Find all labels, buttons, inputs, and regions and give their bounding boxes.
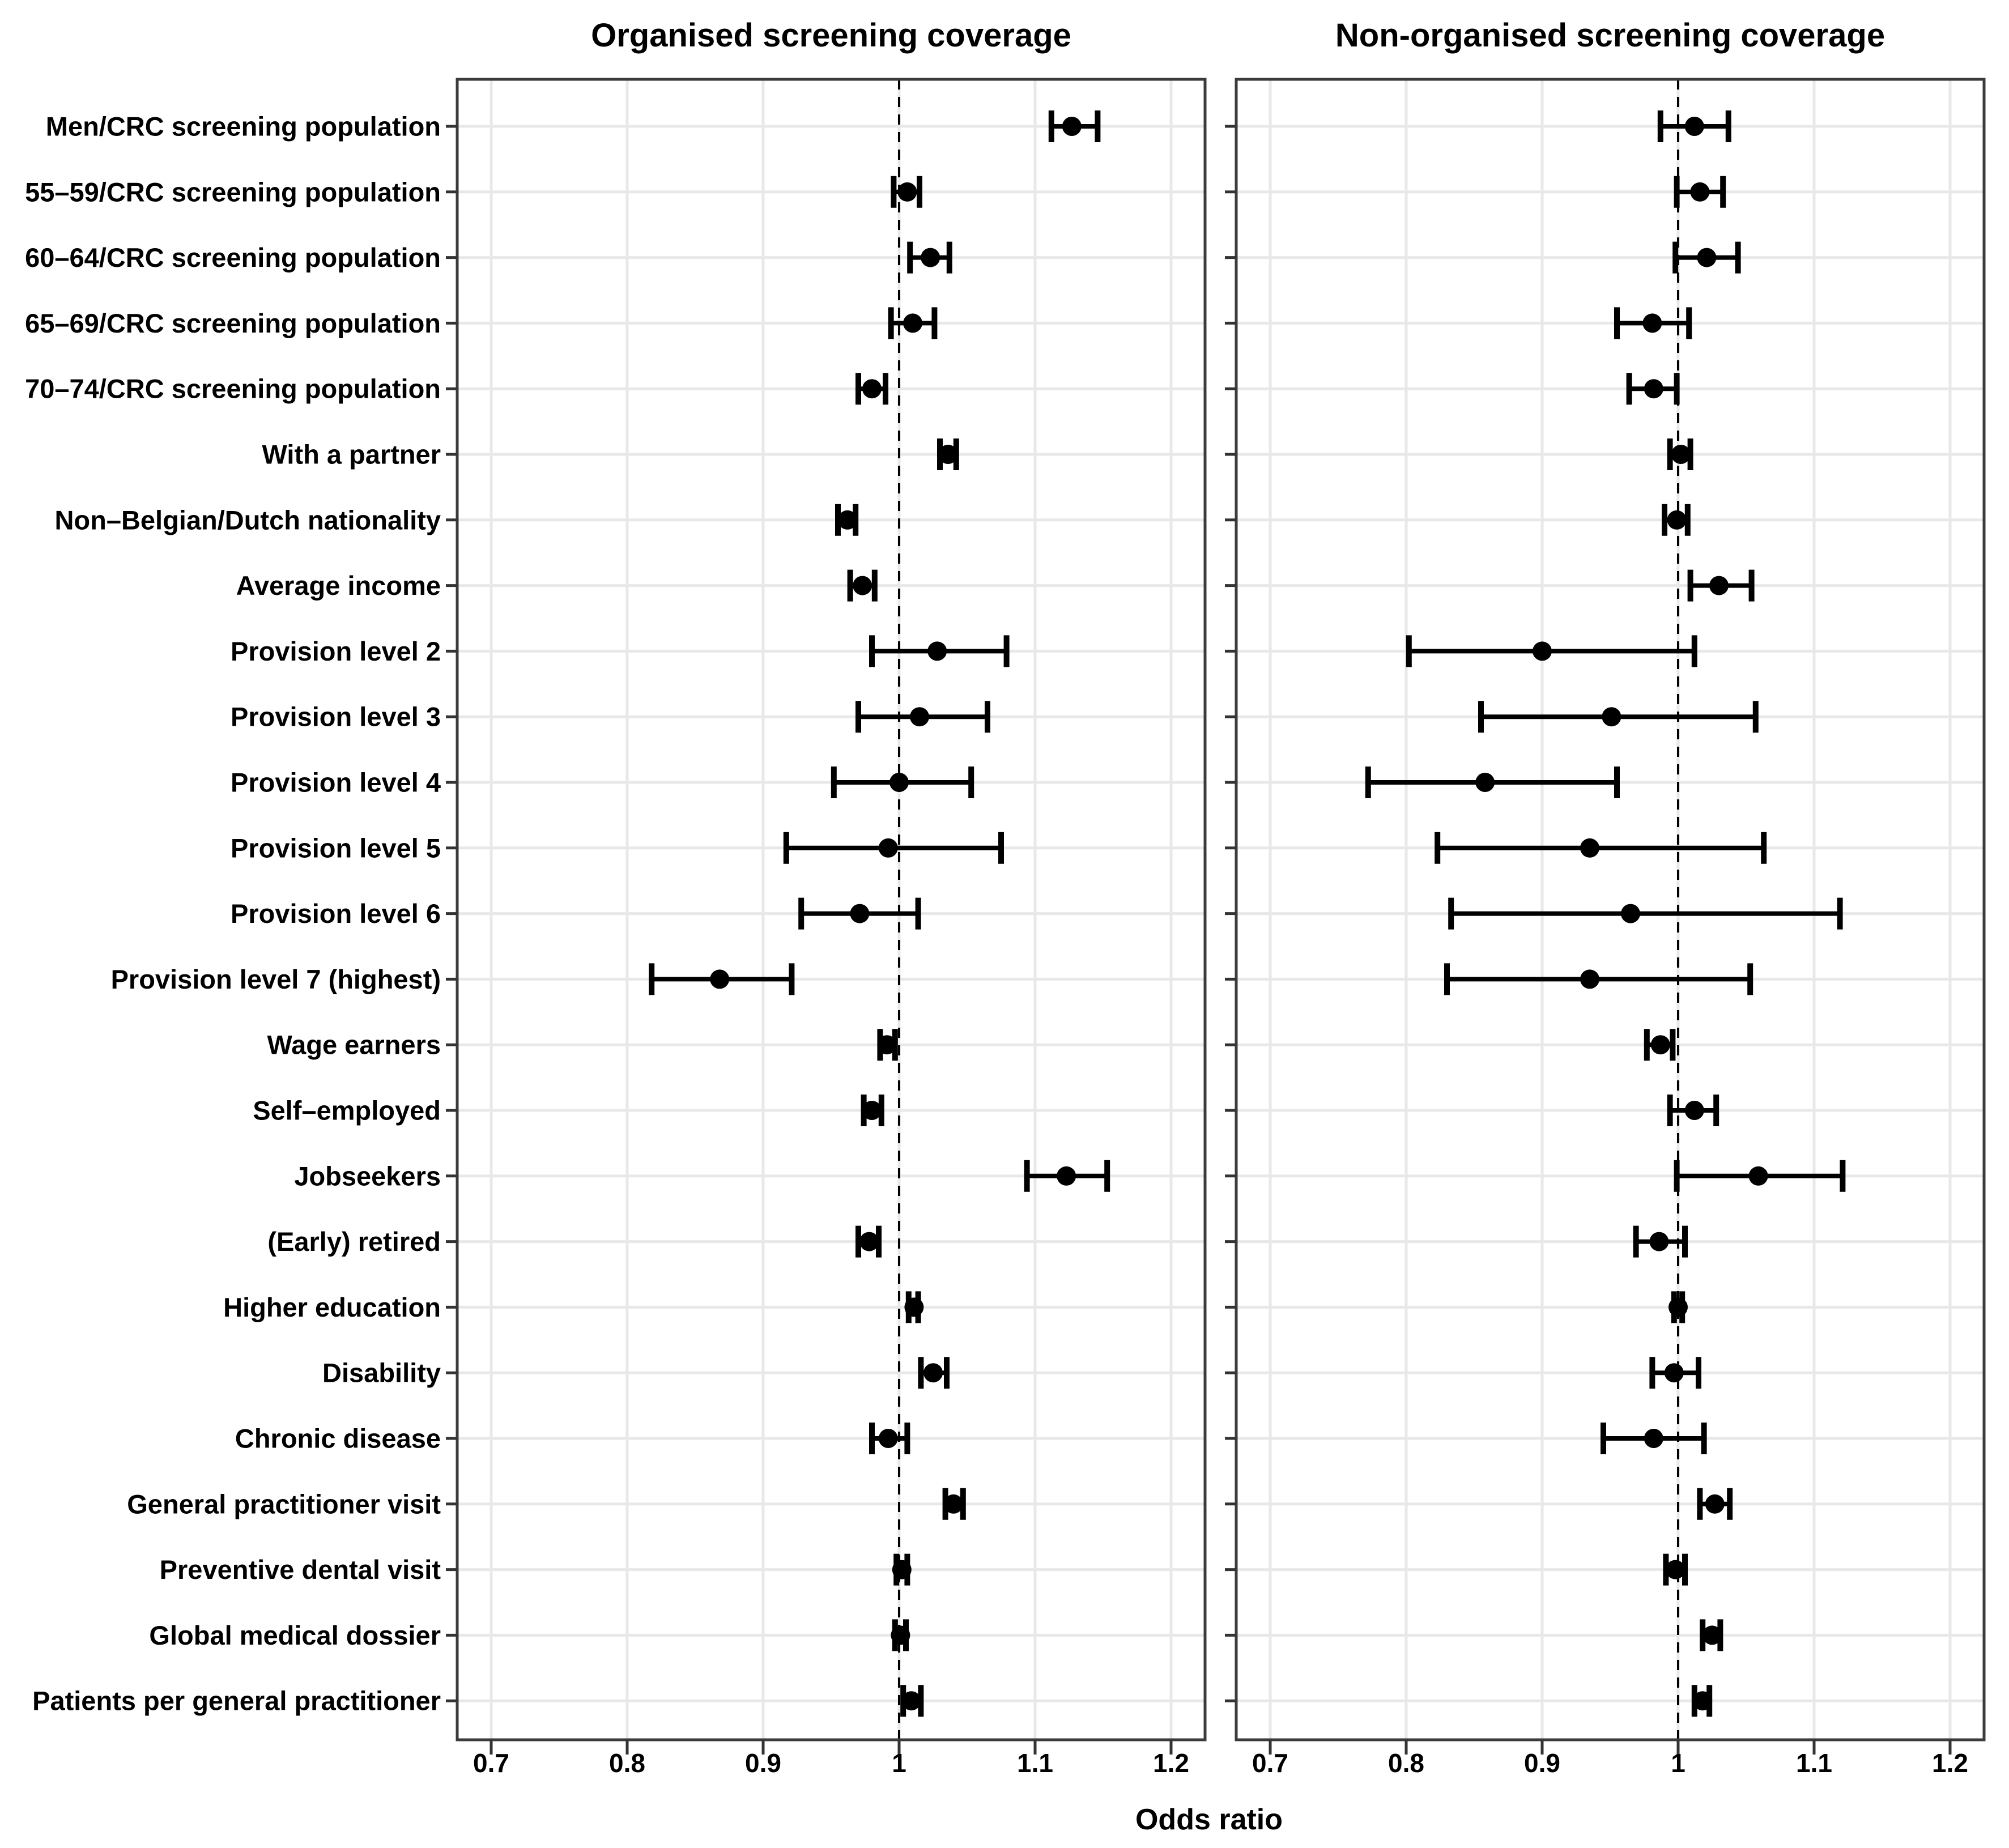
or-point <box>903 313 922 333</box>
or-point <box>877 1035 897 1055</box>
row-label: Non–Belgian/Dutch nationality <box>54 505 441 535</box>
or-point <box>892 1560 912 1579</box>
row-label: Provision level 4 <box>231 767 441 797</box>
x-tick-label: 0.8 <box>1388 1748 1424 1778</box>
or-point <box>891 1625 910 1645</box>
x-tick-label: 1.2 <box>1932 1748 1968 1778</box>
row-label: Global medical dossier <box>149 1620 441 1650</box>
row-label: 60–64/CRC screening population <box>25 242 441 272</box>
or-point <box>938 445 958 464</box>
or-point <box>1062 117 1082 136</box>
or-point <box>853 576 872 595</box>
or-point <box>1684 117 1704 136</box>
row-label: Chronic disease <box>235 1423 441 1453</box>
or-point <box>862 379 882 399</box>
or-point <box>910 707 929 727</box>
or-point <box>837 510 857 530</box>
or-point <box>1748 1166 1768 1186</box>
row-label: Jobseekers <box>294 1161 441 1191</box>
or-point <box>1057 1166 1076 1186</box>
row-label: General practitioner visit <box>127 1489 441 1519</box>
x-tick-label: 1 <box>892 1748 906 1778</box>
or-point <box>1650 1035 1670 1055</box>
or-point <box>1580 838 1599 858</box>
or-point <box>1644 379 1663 399</box>
or-point <box>1666 1560 1685 1579</box>
or-point <box>1667 510 1687 530</box>
row-label: Men/CRC screening population <box>46 111 441 141</box>
or-point <box>862 1101 882 1120</box>
row-label: 70–74/CRC screening population <box>25 374 441 404</box>
row-label: 55–59/CRC screening population <box>25 177 441 207</box>
row-label: Provision level 7 (highest) <box>111 964 441 994</box>
or-point <box>889 773 909 792</box>
x-tick-label: 0.9 <box>1524 1748 1560 1778</box>
x-axis-label: Odds ratio <box>1135 1803 1283 1836</box>
or-point <box>1684 1101 1704 1120</box>
or-point <box>1705 1494 1725 1514</box>
or-point <box>927 641 947 661</box>
or-point <box>1475 773 1495 792</box>
x-tick-label: 0.9 <box>745 1748 781 1778</box>
or-point <box>904 1297 924 1317</box>
or-point <box>1602 707 1621 727</box>
x-tick-label: 1 <box>1671 1748 1685 1778</box>
left-panel-title: Organised screening coverage <box>591 17 1071 54</box>
or-point <box>1693 1691 1713 1711</box>
or-point <box>878 838 898 858</box>
x-tick-label: 1.1 <box>1017 1748 1053 1778</box>
or-point <box>921 248 940 267</box>
or-point <box>1664 1363 1684 1383</box>
row-label: With a partner <box>262 439 441 469</box>
x-tick-label: 0.7 <box>1252 1748 1288 1778</box>
row-label: Higher education <box>223 1292 441 1322</box>
panel-border <box>1235 78 1986 1741</box>
or-point <box>1697 248 1717 267</box>
row-label: Disability <box>322 1358 441 1388</box>
row-label: Provision level 5 <box>231 833 441 863</box>
x-tick-label: 0.8 <box>609 1748 645 1778</box>
right-panel-title: Non-organised screening coverage <box>1335 17 1885 54</box>
row-label: Provision level 6 <box>231 899 441 929</box>
or-point <box>1644 1429 1663 1448</box>
or-point <box>1709 576 1729 595</box>
or-point <box>710 969 730 989</box>
row-label: Provision level 3 <box>231 702 441 732</box>
row-label: Average income <box>236 570 441 601</box>
or-point <box>923 1363 943 1383</box>
or-point <box>878 1429 898 1448</box>
row-label: Provision level 2 <box>231 636 441 666</box>
or-point <box>897 182 917 202</box>
row-label: 65–69/CRC screening population <box>25 308 441 338</box>
or-point <box>850 904 870 923</box>
or-point <box>1649 1232 1669 1251</box>
row-label: Wage earners <box>267 1030 441 1060</box>
x-tick-label: 1.2 <box>1153 1748 1189 1778</box>
or-point <box>1580 969 1599 989</box>
row-label: Preventive dental visit <box>160 1555 441 1585</box>
or-point <box>1533 641 1552 661</box>
or-point <box>1642 313 1662 333</box>
row-label: Patients per general practitioner <box>32 1686 441 1716</box>
or-point <box>1690 182 1710 202</box>
row-label: (Early) retired <box>267 1227 441 1257</box>
or-point <box>859 1232 879 1251</box>
x-tick-label: 0.7 <box>473 1748 509 1778</box>
or-point <box>944 1494 963 1514</box>
or-point <box>1702 1625 1722 1645</box>
row-label: Self–employed <box>253 1095 441 1125</box>
or-point <box>1671 445 1691 464</box>
or-point <box>1621 904 1640 923</box>
or-point <box>901 1691 921 1711</box>
panel-border <box>456 78 1207 1741</box>
x-tick-label: 1.1 <box>1796 1748 1832 1778</box>
or-point <box>1669 1297 1688 1317</box>
